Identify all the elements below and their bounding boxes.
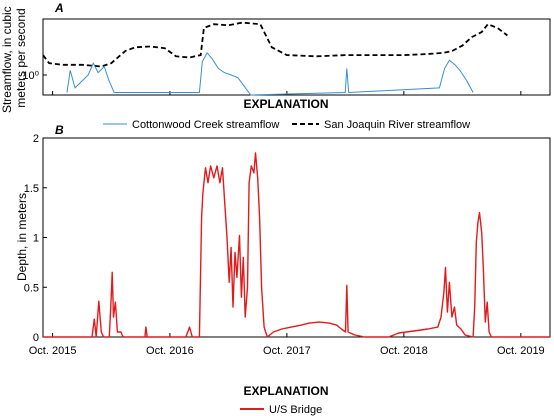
panel-a-letter: A <box>54 1 64 15</box>
legend-cottonwood-label: Cottonwood Creek streamflow <box>132 119 279 131</box>
panel-a-series <box>42 21 508 96</box>
y-tick-label: 2 <box>33 133 39 145</box>
x-tick-label: Oct. 2017 <box>263 345 311 357</box>
panel-b-frame <box>42 137 551 338</box>
x-tick-label: Oct. 2016 <box>146 345 194 357</box>
legend-sanjoaquin-label: San Joaquin River streamflow <box>324 119 470 131</box>
series-line-san-joaquin <box>42 21 508 68</box>
panel-a-legend: EXPLANATION Cottonwood Creek streamflow … <box>103 97 470 131</box>
panel-a: A Streamflow, in cubic meters per second… <box>0 1 551 113</box>
panel-b-letter: B <box>55 123 64 137</box>
legend-b-title: EXPLANATION <box>243 384 328 398</box>
x-tick-label: Oct. 2015 <box>29 345 77 357</box>
legend-us-bridge-label: U/S Bridge <box>269 404 322 416</box>
x-tick-label: Oct. 2019 <box>497 345 545 357</box>
y-tick-label: 10⁰ <box>22 70 39 82</box>
y-tick-label: 1.5 <box>24 183 39 195</box>
panel-b-ticks: 0 0.5 1 1.5 2 Oct. 2015 Oct. 2016 Oct. 2017 Oct.… <box>24 133 545 357</box>
panel-a-frame <box>42 18 551 96</box>
panel-b: B Depth, in meters 0 0.5 1 1.5 2 Oct. 2015 Oct… <box>15 123 551 357</box>
panel-a-ticks: 10⁰ <box>22 70 522 95</box>
panel-a-ylabel-line2: meters per second <box>14 8 28 107</box>
series-line-cottonwood <box>66 52 474 96</box>
panel-b-legend: EXPLANATION U/S Bridge <box>240 384 329 416</box>
panel-b-series <box>43 152 550 338</box>
y-tick-label: 1 <box>33 233 39 245</box>
y-tick-label: 0 <box>33 332 39 344</box>
panel-a-ylabel: Streamflow, in cubic meters per second <box>0 3 28 113</box>
panel-a-ylabel-line1: Streamflow, in cubic <box>0 6 14 113</box>
y-tick-label: 0.5 <box>24 282 39 294</box>
legend-a-title: EXPLANATION <box>243 97 328 111</box>
panel-b-ylabel: Depth, in meters <box>15 193 29 281</box>
x-tick-label: Oct. 2018 <box>380 345 428 357</box>
series-line-us-bridge <box>43 152 550 338</box>
